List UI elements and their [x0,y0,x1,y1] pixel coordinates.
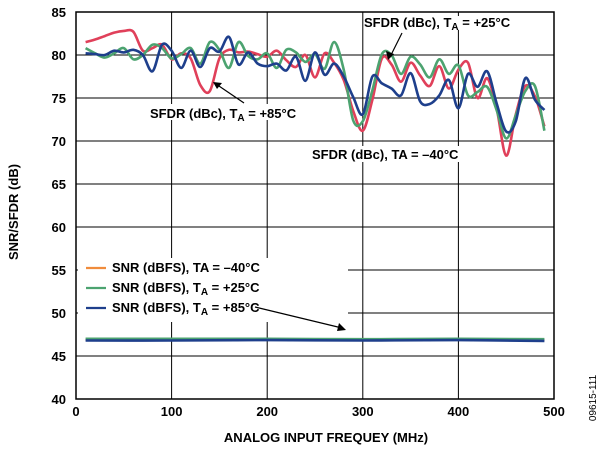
series-line-2 [85,35,546,134]
y-axis-title: SNR/SFDR (dB) [6,164,21,260]
annotation-bg [309,146,497,162]
annotation-arrow-25c [389,32,403,58]
annotation-sfdr-85c: SFDR (dBc), TA = +85°C [150,106,297,124]
legend: SNR (dBFS), TA = –40°C SNR (dBFS), TA = … [78,258,348,331]
annotation-sfdr-minus40c: SFDR (dBc), TA = –40°C [312,147,459,162]
x-tick-label: 300 [352,404,374,419]
y-tick-label: 40 [52,392,66,407]
annotation-bg [448,16,550,30]
annotation-arrowhead-25c [386,51,394,60]
series-line-5 [85,338,545,343]
x-tick-label: 500 [543,404,565,419]
y-tick-label: 65 [52,177,66,192]
y-tick-labels: 40 45 50 55 60 65 70 75 80 85 [52,5,66,407]
x-axis-title: ANALOG INPUT FREQUEY (MHz) [224,430,428,445]
y-tick-label: 85 [52,5,66,20]
legend-bg [78,258,348,322]
plot-frame [75,11,555,400]
legend-arrow [254,306,343,329]
legend-label-25c: SNR (dBFS), TA = +25°C [112,280,260,298]
annotations: SFDR (dBc), TA = +25°C SFDR (dBc), TA = … [146,15,550,162]
y-tick-label: 55 [52,263,66,278]
x-tick-label: 200 [256,404,278,419]
y-tick-label: 80 [52,48,66,63]
y-tick-label: 60 [52,220,66,235]
annotation-bg [146,104,340,120]
annotation-arrowhead-85c [213,82,222,89]
y-tick-label: 75 [52,91,66,106]
x-tick-label: 0 [72,404,79,419]
x-tick-label: 400 [448,404,470,419]
y-tick-label: 70 [52,134,66,149]
x-tick-labels: 0 100 200 300 400 500 [72,404,564,419]
figure-id: 09615-111 [588,374,599,421]
x-tick-label: 100 [161,404,183,419]
annotation-sfdr-25c: SFDR (dBc), TA = +25°C [364,15,511,33]
y-tick-label: 50 [52,306,66,321]
series-lines [84,28,546,343]
legend-arrowhead [337,323,346,331]
legend-label-85c: SNR (dBFS), TA = +85°C [112,300,260,318]
legend-label-minus40c: SNR (dBFS), TA = –40°C [112,260,260,275]
annotation-arrow-85c [215,83,245,104]
y-tick-label: 45 [52,349,66,364]
